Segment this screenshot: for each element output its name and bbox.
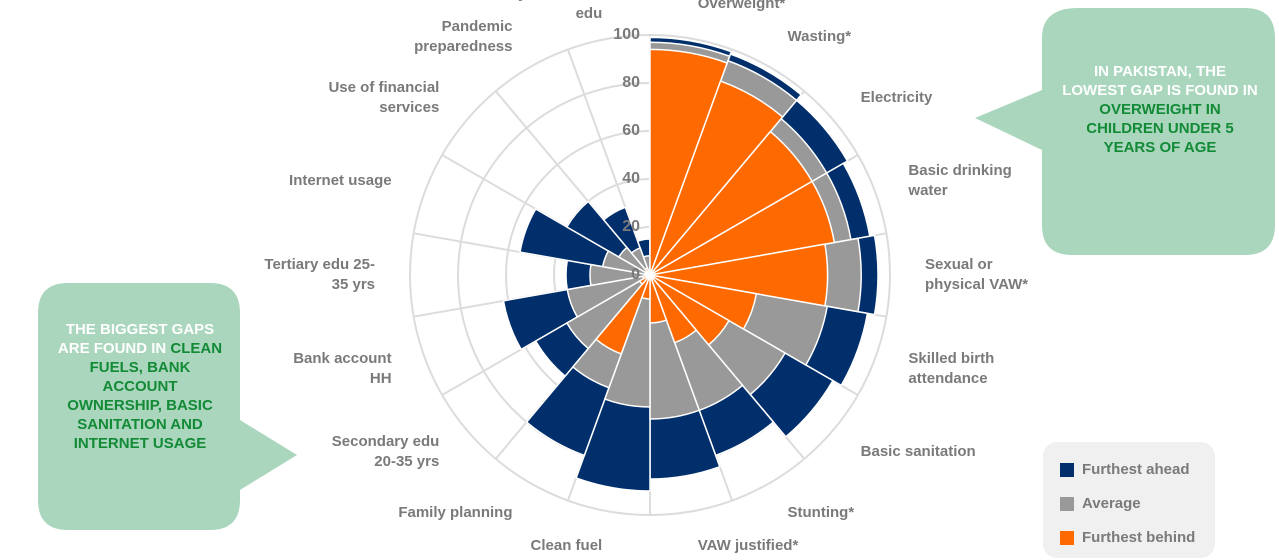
category-label-line: Family planning xyxy=(398,504,512,521)
category-label-line: Stunting* xyxy=(788,504,855,521)
category-label: Overweight* xyxy=(698,0,786,12)
sector xyxy=(649,80,784,276)
category-label-line: services xyxy=(379,99,439,116)
callout-box xyxy=(38,283,297,530)
category-label-line: Electricity xyxy=(861,89,933,106)
category-label: Use of financial services xyxy=(328,79,439,116)
category-label-line: Overweight* xyxy=(698,0,786,12)
category-label-line: physical VAW* xyxy=(925,276,1028,293)
category-label-line: preparedness xyxy=(414,38,512,55)
sector xyxy=(649,243,829,307)
category-label-line: Basic sanitation xyxy=(861,443,976,460)
category-label-line: attendance xyxy=(908,370,987,387)
sector xyxy=(649,274,668,324)
category-label: Wasting* xyxy=(788,28,852,45)
callout: THE BIGGEST GAPS ARE FOUND IN CLEAN FUEL… xyxy=(55,320,225,453)
category-label-line: Internet usage xyxy=(289,172,392,189)
r-tick-label: 100 xyxy=(613,26,640,43)
sector xyxy=(649,274,758,331)
legend-label: Average xyxy=(1082,495,1141,512)
category-label-line: Use of financial xyxy=(328,79,439,96)
category-label: Basic drinking water xyxy=(907,162,1011,199)
category-label: Sexual or physical VAW* xyxy=(925,256,1028,293)
category-label: Pandemic preparedness xyxy=(414,18,512,55)
r-tick-label: 40 xyxy=(622,170,640,187)
category-label-line: Basic drinking xyxy=(908,162,1011,179)
category-label-line: edu xyxy=(576,5,603,22)
sector xyxy=(649,180,836,276)
legend-box xyxy=(1043,442,1215,558)
callout-highlight: OVERWEIGHT IN CHILDREN UNDER 5 YEARS OF … xyxy=(1086,101,1234,156)
category-label-line: Wasting* xyxy=(788,28,852,45)
legend-swatch xyxy=(1060,497,1074,511)
sector xyxy=(565,274,651,350)
category-label: Electricity xyxy=(861,89,933,106)
r-tick-label: 20 xyxy=(622,218,640,235)
sector xyxy=(649,48,729,276)
category-label-line: Secondary edu xyxy=(332,433,440,450)
sector xyxy=(617,246,651,276)
sector xyxy=(649,274,698,344)
category-label-line: water xyxy=(907,182,947,199)
sector xyxy=(630,246,651,276)
sector xyxy=(566,274,651,319)
category-label-line: Skilled birth xyxy=(908,350,994,367)
category-label-line: HH xyxy=(370,370,392,387)
category-label: Secondary edu 20-35 yrs xyxy=(332,433,440,470)
category-label-line: Tertiary edu 25- xyxy=(264,256,375,273)
sector xyxy=(594,274,651,355)
sector xyxy=(647,269,651,276)
callout-text: IN PAKISTAN, THE LOWEST GAP IS FOUND IN xyxy=(1062,63,1258,99)
category-label-line: 35 yrs xyxy=(332,276,375,293)
category-label-line: Clean fuel xyxy=(531,537,603,554)
r-tick-label: 80 xyxy=(622,74,640,91)
legend-swatch xyxy=(1060,531,1074,545)
category-label-line: 20-35 yrs xyxy=(374,453,439,470)
category-label-line: VAW justified* xyxy=(698,537,799,554)
callout: IN PAKISTAN, THE LOWEST GAP IS FOUND IN … xyxy=(1060,62,1260,157)
r-tick-label: 0 xyxy=(631,266,640,283)
legend-swatch xyxy=(1060,463,1074,477)
category-label: Skilled birth attendance xyxy=(908,350,994,387)
legend-label: Furthest behind xyxy=(1082,529,1195,546)
category-label: Bank account HH xyxy=(293,350,391,387)
category-label: Tertiary edu 25- 35 yrs xyxy=(264,256,375,293)
callout-highlight: CLEAN FUELS, BANK ACCOUNT OWNERSHIP, BAS… xyxy=(67,340,223,452)
category-label-line: Early childhood xyxy=(490,0,603,2)
category-label: VAW justified* xyxy=(698,537,799,554)
category-label: Basic sanitation xyxy=(861,443,976,460)
sector xyxy=(589,263,651,287)
callout-text: THE BIGGEST GAPS ARE FOUND IN xyxy=(57,321,215,357)
sector xyxy=(649,274,731,346)
callout-box xyxy=(975,8,1275,255)
category-label: Stunting* xyxy=(788,504,855,521)
category-label: Early childhood edu xyxy=(490,0,603,22)
category-label-line: Bank account xyxy=(293,350,391,367)
category-label-line: Sexual or xyxy=(925,256,993,273)
category-label: Family planning xyxy=(398,504,512,521)
category-label-line: Pandemic xyxy=(442,18,513,35)
category-label: Clean fuel xyxy=(531,537,603,554)
category-label: Internet usage xyxy=(289,172,392,189)
r-tick-label: 60 xyxy=(622,122,640,139)
legend-label: Furthest ahead xyxy=(1082,461,1190,478)
